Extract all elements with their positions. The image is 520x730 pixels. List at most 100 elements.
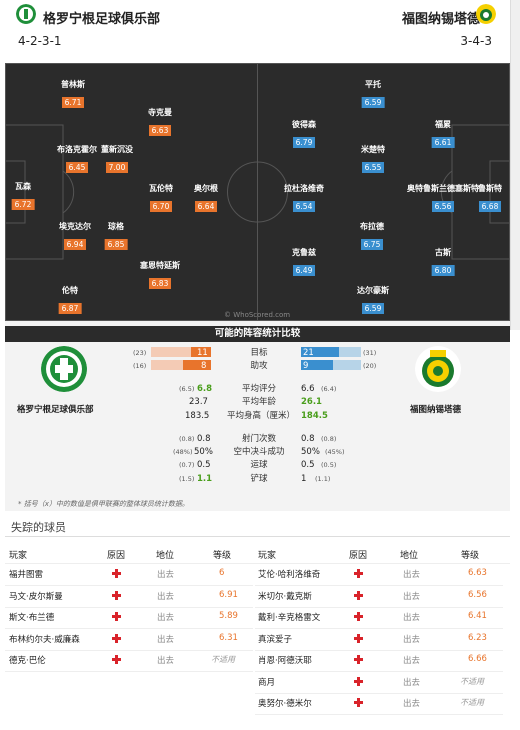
player-marker[interactable]: 米楚特 6.55 (361, 144, 385, 174)
missing-player-name[interactable]: 米切尔·戴克斯 (258, 591, 312, 602)
player-name: 瓦伦特 (149, 184, 173, 193)
player-name: 普林斯 (61, 80, 85, 89)
player-marker[interactable]: 克鲁兹 6.49 (292, 247, 316, 277)
player-marker[interactable]: 鲁斯特 6.68 (478, 183, 502, 213)
injury-cross-icon (354, 698, 363, 707)
missing-players: 失踪的球员 玩家 原因 地位 等级 玩家 原因 地位 等级 福井图雷 出去 6 马文·… (5, 516, 510, 730)
missing-player-status: 出去 (157, 613, 175, 623)
home-team-name[interactable]: 格罗宁根足球俱乐部 (43, 12, 161, 27)
player-name: 奥特鲁斯兰德塞斯特 (407, 184, 479, 193)
player-marker[interactable]: 古斯 6.80 (431, 247, 455, 277)
player-marker[interactable]: 普林斯 6.71 (61, 79, 85, 109)
player-marker[interactable]: 达尔豪斯 6.59 (357, 285, 389, 315)
missing-player-rating: 6 (219, 568, 225, 578)
player-marker[interactable]: 瓦森 6.72 (11, 181, 35, 211)
missing-player-name[interactable]: 商月 (258, 677, 276, 688)
player-marker[interactable]: 拉杜洛维奇 6.54 (284, 183, 324, 213)
player-marker[interactable]: 布洛克霍尔 6.45 (57, 144, 97, 174)
missing-player-name[interactable]: 戴利·辛克格雷文 (258, 613, 321, 623)
col-header-player[interactable]: 玩家 (9, 551, 28, 561)
player-marker[interactable]: 布拉德 6.75 (360, 221, 384, 251)
missing-player-name[interactable]: 肖恩·阿德沃耶 (258, 656, 312, 666)
player-marker[interactable]: 彼得森 6.79 (292, 119, 316, 149)
row-divider (5, 649, 253, 651)
col-header-reason[interactable]: 原因 (107, 551, 126, 561)
missing-player-status: 出去 (403, 634, 421, 645)
away-value: 1 (301, 474, 307, 484)
comparison-title: 可能的阵容统计比较 (5, 326, 510, 342)
col-header-position[interactable]: 地位 (156, 551, 175, 561)
scrollbar[interactable] (510, 0, 520, 330)
away-sub: (20) (363, 362, 377, 370)
col-header-rating[interactable]: 等级 (461, 551, 480, 561)
player-rating: 7.00 (105, 162, 129, 173)
player-name: 彼得森 (292, 120, 316, 129)
player-rating: 6.61 (431, 137, 455, 148)
stat-label: 平均身高（厘米） (227, 411, 296, 421)
missing-player-name[interactable]: 真滨爱子 (258, 634, 293, 645)
player-rating: 6.63 (148, 125, 172, 136)
player-name: 埃克达尔 (59, 222, 91, 231)
away-value: 6.6 (301, 384, 315, 394)
missing-player-name[interactable]: 福井图雷 (9, 570, 44, 580)
injury-cross-icon (354, 655, 363, 664)
stat-row-rating: (6.5) 6.8 平均评分 6.6 (6.4) (5, 383, 510, 395)
away-value: 9 (303, 361, 309, 371)
away-team-crest-icon (476, 4, 496, 24)
footnote: * 括号（x）中的数值是俱甲联赛的整体球员统计数据。 (18, 500, 189, 508)
player-marker[interactable]: 瓦伦特 6.70 (149, 183, 173, 213)
player-marker[interactable]: 埃克达尔 6.94 (59, 221, 91, 251)
missing-player-name[interactable]: 德克·巴伦 (9, 656, 46, 666)
missing-player-rating: 6.41 (468, 611, 487, 621)
stat-row-shots: (0.8) 0.8 射门次数 0.8 (0.8) (5, 433, 510, 445)
injury-cross-icon (112, 612, 121, 621)
home-team-crest-icon (16, 4, 36, 24)
home-value: 1.1 (197, 474, 213, 484)
home-value: 183.5 (185, 411, 210, 421)
player-name: 琼格 (107, 222, 124, 231)
col-header-player[interactable]: 玩家 (258, 551, 277, 561)
missing-player-name[interactable]: 布林约尔夫·威廉森 (9, 634, 80, 645)
row-divider (255, 671, 503, 672)
stat-label: 运球 (250, 460, 268, 470)
stat-label: 射门次数 (241, 434, 276, 444)
player-marker[interactable]: 福累 6.61 (431, 119, 455, 149)
away-team-name[interactable]: 福图纳锡塔德 (401, 12, 480, 27)
missing-player-name[interactable]: 艾伦·哈利洛维奇 (258, 570, 321, 580)
col-header-rating[interactable]: 等级 (213, 551, 232, 561)
missing-player-name[interactable]: 马文·皮尔斯曼 (9, 591, 63, 602)
player-marker[interactable]: 琼格 6.85 (104, 221, 128, 251)
missing-player-status: 出去 (157, 656, 175, 666)
away-formation: 3-4-3 (460, 34, 492, 48)
player-marker[interactable]: 平托 6.59 (361, 79, 385, 109)
missing-player-name[interactable]: 斯文·布兰德 (9, 613, 55, 623)
away-value: 184.5 (301, 411, 328, 421)
player-marker[interactable]: 寺克曼 6.63 (148, 107, 172, 137)
missing-player-rating: 6.56 (468, 589, 487, 600)
stat-row-height: 183.5 平均身高（厘米） 184.5 (5, 410, 510, 422)
stat-row-age: 23.7 平均年龄 26.1 (5, 396, 510, 408)
injury-cross-icon (354, 569, 363, 578)
player-rating: 6.68 (478, 201, 502, 212)
away-value: 0.8 (301, 434, 315, 444)
player-marker[interactable]: 奥尔根 6.64 (194, 183, 218, 213)
missing-player-rating: 不适用 (460, 676, 484, 686)
player-rating: 6.79 (292, 137, 316, 148)
player-name: 奥尔根 (194, 184, 218, 193)
away-team-label: 福图纳锡塔德 (410, 405, 462, 415)
player-marker[interactable]: 奥特鲁斯兰德塞斯特 6.56 (407, 183, 479, 213)
row-divider (5, 606, 253, 608)
player-marker[interactable]: 塞恩特延斯 6.83 (140, 260, 180, 290)
home-value: 23.7 (189, 397, 208, 407)
player-marker[interactable]: 董新沉没 7.00 (101, 144, 133, 174)
col-header-reason[interactable]: 原因 (349, 551, 368, 561)
col-header-position[interactable]: 地位 (400, 551, 419, 561)
player-marker[interactable]: 伦特 6.87 (58, 285, 82, 315)
missing-player-status: 出去 (403, 570, 421, 580)
stat-label: 平均年龄 (241, 397, 276, 407)
row-divider (255, 585, 503, 586)
player-name: 寺克曼 (148, 108, 172, 117)
row-divider (255, 714, 503, 715)
missing-player-name[interactable]: 奥努尔·德米尔 (258, 699, 312, 709)
stat-row-goals: (23) 11 目标 21 (31) (5, 347, 510, 359)
